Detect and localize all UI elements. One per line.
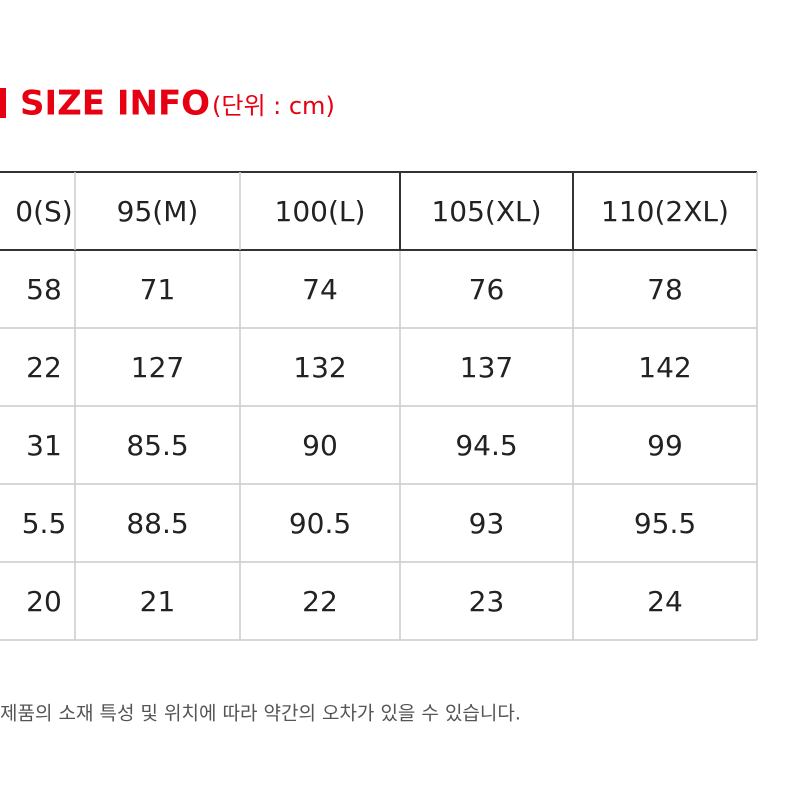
cell: 22 xyxy=(26,351,62,384)
unit: (단위 : cm) xyxy=(212,92,335,120)
cell: 58 xyxy=(26,273,62,306)
cell: 22 xyxy=(302,585,338,618)
header-cell: 95(M) xyxy=(117,195,199,228)
cell: 76 xyxy=(469,273,505,306)
header-cell: 100(L) xyxy=(275,195,366,228)
cell: 127 xyxy=(131,351,184,384)
cell: 90.5 xyxy=(289,507,351,540)
footnote: 제품의 소재 특성 및 위치에 따라 약간의 오차가 있을 수 있습니다. xyxy=(0,703,521,725)
cell: 137 xyxy=(460,351,513,384)
cell: 24 xyxy=(647,585,683,618)
cell: 99 xyxy=(647,429,683,462)
title: SIZE INFO xyxy=(20,84,210,124)
title-mark xyxy=(0,88,6,118)
cell: 93 xyxy=(469,507,505,540)
cell: 85.5 xyxy=(126,429,188,462)
header-cell: 0(S) xyxy=(15,195,72,228)
table: 0(S) 95(M) 100(L) 105(XL) 110(2XL) 58 71 74 76 78… xyxy=(0,171,758,641)
header-cell: 110(2XL) xyxy=(601,195,729,228)
cell: 132 xyxy=(293,351,346,384)
cell: 95.5 xyxy=(634,507,696,540)
header-cell: 105(XL) xyxy=(431,195,541,228)
cell: 20 xyxy=(26,585,62,618)
cell: 94.5 xyxy=(455,429,517,462)
cell: 88.5 xyxy=(126,507,188,540)
cell: 71 xyxy=(140,273,176,306)
cell: 5.5 xyxy=(22,507,67,540)
cell: 142 xyxy=(638,351,691,384)
cell: 74 xyxy=(302,273,338,306)
cell: 78 xyxy=(647,273,683,306)
cell: 21 xyxy=(140,585,176,618)
cell: 31 xyxy=(26,429,62,462)
cell: 23 xyxy=(469,585,505,618)
cell: 90 xyxy=(302,429,338,462)
